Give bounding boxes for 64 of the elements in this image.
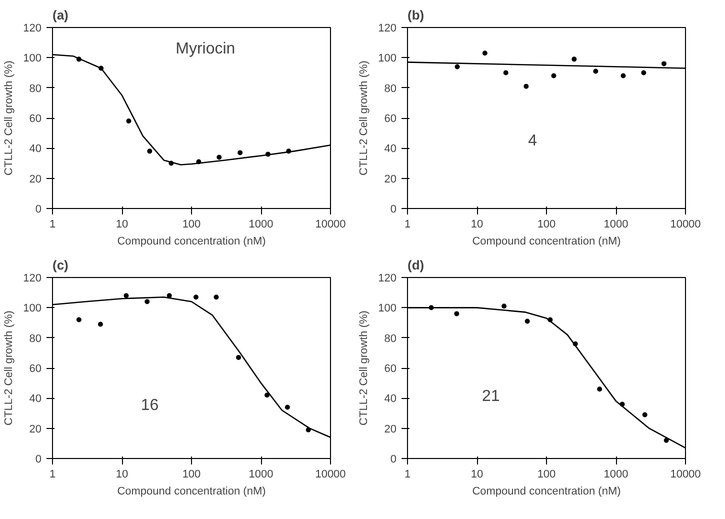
x-tick-label: 10 (470, 218, 484, 230)
y-tick-label: 0 (390, 204, 397, 216)
y-tick-label: 100 (23, 52, 42, 65)
y-tick-label: 120 (23, 272, 42, 284)
x-tick-label: 100 (182, 468, 201, 480)
y-axis-title: CTLL-2 Cell growth (%) (3, 60, 16, 176)
y-tick-label: 0 (390, 454, 397, 466)
y-tick-label: 120 (23, 22, 42, 34)
x-axis-title: Compound concentration (nM) (472, 236, 621, 248)
x-tick-label: 10000 (315, 218, 346, 230)
x-tick-label: 1 (49, 468, 56, 480)
y-tick-label: 20 (384, 173, 397, 186)
y-tick-label: 80 (384, 332, 397, 345)
x-tick-label: 1000 (604, 218, 628, 230)
x-axis-title: Compound concentration (nM) (472, 486, 621, 498)
y-tick-label: 60 (29, 113, 42, 125)
y-axis-title: CTLL-2 Cell growth (%) (358, 60, 370, 176)
x-tick-label: 10000 (315, 468, 346, 480)
x-axis-title: Compound concentration (nM) (117, 236, 266, 248)
y-tick-label: 40 (384, 393, 397, 406)
x-tick-label: 1000 (248, 468, 274, 480)
chart-title: (b) (408, 8, 424, 22)
x-tick-label: 1000 (604, 468, 628, 480)
y-tick-label: 0 (35, 454, 42, 466)
y-tick-label: 80 (29, 332, 42, 345)
y-tick-label: 40 (29, 143, 42, 156)
y-tick-label: 0 (35, 204, 42, 216)
annotation: 16 (140, 397, 159, 414)
annotation: 4 (528, 132, 538, 150)
chart-title: (d) (408, 258, 424, 272)
y-tick-label: 60 (384, 113, 397, 125)
chart-title: (c) (52, 258, 68, 272)
y-tick-label: 20 (29, 173, 42, 186)
y-tick-label: 100 (378, 302, 397, 315)
y-tick-label: 40 (384, 143, 397, 156)
x-tick-label: 1 (49, 218, 56, 230)
y-tick-label: 120 (378, 272, 397, 284)
x-tick-label: 10000 (670, 468, 701, 480)
y-tick-label: 80 (384, 82, 397, 95)
y-tick-label: 40 (29, 393, 42, 406)
x-tick-label: 10 (116, 218, 128, 230)
y-tick-label: 20 (384, 423, 397, 436)
x-tick-label: 10 (116, 468, 128, 480)
y-axis-title: CTLL-2 Cell growth (%) (3, 310, 16, 426)
x-tick-label: 100 (537, 468, 556, 480)
chart-title: (a) (52, 8, 68, 22)
x-tick-label: 1000 (248, 218, 274, 230)
y-axis-title: CTLL-2 Cell growth (%) (358, 310, 370, 426)
x-axis-title: Compound concentration (nM) (117, 486, 266, 498)
x-tick-label: 1 (404, 218, 411, 230)
y-tick-label: 20 (29, 423, 42, 436)
x-tick-label: 10000 (670, 218, 701, 230)
x-tick-label: 10 (470, 468, 484, 480)
annotation: Myriocin (176, 40, 236, 58)
x-tick-label: 100 (182, 218, 201, 230)
annotation: 21 (482, 388, 500, 406)
y-tick-label: 60 (384, 363, 397, 375)
y-tick-label: 100 (23, 302, 42, 315)
y-tick-label: 120 (378, 22, 397, 34)
y-tick-label: 60 (29, 363, 42, 375)
y-tick-label: 80 (29, 82, 42, 95)
x-tick-label: 100 (537, 218, 556, 230)
x-tick-label: 1 (404, 468, 411, 480)
y-tick-label: 100 (378, 52, 397, 65)
